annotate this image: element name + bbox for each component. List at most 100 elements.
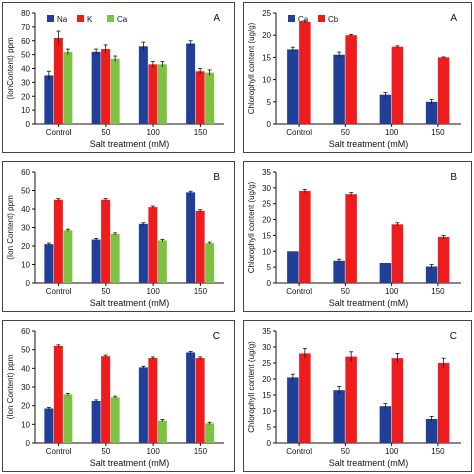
bar <box>53 199 63 283</box>
x-tick-label: Control <box>286 287 312 296</box>
bar <box>110 58 120 124</box>
bar <box>333 54 345 124</box>
bar <box>138 46 148 124</box>
legend-label: K <box>87 15 93 24</box>
bar <box>186 43 196 124</box>
y-tick-label: 20 <box>262 375 271 384</box>
bar <box>63 394 73 443</box>
y-tick-label: 35 <box>262 327 271 336</box>
bar <box>110 233 120 283</box>
bar <box>205 243 215 283</box>
x-axis-label: Salt treatment (mM) <box>90 458 170 468</box>
panel-letter: A <box>450 13 457 24</box>
bar <box>148 64 158 124</box>
bar <box>138 223 148 283</box>
bar <box>110 397 120 443</box>
y-tick-label: 20 <box>262 216 271 225</box>
y-tick-label: 25 <box>262 200 271 209</box>
y-tick-label: 20 <box>21 92 30 101</box>
bar <box>101 49 111 125</box>
y-axis-label: (Ion Content) ppm <box>6 354 15 419</box>
y-tick-label: 40 <box>21 65 30 74</box>
legend-swatch <box>107 15 114 22</box>
y-tick-label: 10 <box>21 420 30 429</box>
bar <box>437 237 450 283</box>
x-tick-label: 150 <box>194 128 208 137</box>
bar <box>195 210 205 283</box>
panel-chlorophyll-a: 0 5 10 15 20 25 Chlorophyll content (ug/g) Salt… <box>243 2 472 153</box>
bar <box>101 356 111 443</box>
bar <box>63 51 73 124</box>
x-tick-label: 100 <box>146 287 160 296</box>
bar <box>138 367 148 443</box>
y-tick-label: 60 <box>21 168 30 177</box>
bar <box>186 192 196 283</box>
chart-svg: 0 5 10 15 20 25 30 35 Chlorophyll content (ug/g)… <box>247 327 461 468</box>
bar <box>186 352 196 443</box>
bar <box>53 345 63 443</box>
bar <box>157 420 167 443</box>
y-tick-label: 50 <box>21 346 30 355</box>
x-tick-label: Control <box>286 128 312 137</box>
y-tick-label: 10 <box>21 261 30 270</box>
x-tick-label: 150 <box>431 447 445 456</box>
bar <box>425 419 438 443</box>
y-tick-label: 10 <box>262 247 271 256</box>
bar <box>205 423 215 443</box>
y-tick-label: 0 <box>267 439 272 448</box>
panel-ion-a: 0 10 20 30 40 50 60 70 80 (IonContent) ppm Salt tr… <box>2 2 235 153</box>
bar <box>91 239 101 283</box>
y-axis-label: Chlorophyll content (ug/g) <box>247 22 256 114</box>
y-tick-label: 10 <box>262 76 271 85</box>
y-axis-label: (Ion Content) ppm <box>6 195 15 260</box>
x-tick-label: 50 <box>341 287 350 296</box>
bar <box>345 356 357 443</box>
panel-letter: C <box>450 331 457 342</box>
y-tick-label: 15 <box>262 391 271 400</box>
y-tick-label: 60 <box>21 327 30 336</box>
bar <box>157 64 167 124</box>
panel-chlorophyll-b: 0 5 10 15 20 25 30 35 Chlorophyll content (ug/g)… <box>243 161 472 312</box>
y-tick-label: 35 <box>262 168 271 177</box>
y-tick-label: 5 <box>267 98 272 107</box>
x-axis-label: Salt treatment (mM) <box>90 139 170 149</box>
y-tick-label: 20 <box>262 31 271 40</box>
y-tick-label: 50 <box>21 187 30 196</box>
panel-ion-c: 0 10 20 30 40 50 60 (Ion Content) ppm Salt treat… <box>2 320 235 472</box>
x-tick-label: Control <box>46 287 72 296</box>
x-tick-label: Control <box>286 447 312 456</box>
y-tick-label: 15 <box>262 231 271 240</box>
chart-svg: 0 5 10 15 20 25 30 35 Chlorophyll content (ug/g)… <box>247 168 461 308</box>
x-tick-label: 150 <box>194 447 208 456</box>
bar <box>379 94 392 124</box>
legend-label: Ca <box>117 15 128 24</box>
chart-svg: 0 10 20 30 40 50 60 70 80 (IonContent) ppm Salt tr… <box>6 9 224 149</box>
x-tick-label: Control <box>46 447 72 456</box>
bar <box>299 21 311 125</box>
bar <box>44 408 54 443</box>
y-tick-label: 5 <box>267 263 272 272</box>
y-axis-label: (IonContent) ppm <box>6 37 15 100</box>
panel-chlorophyll-c: 0 5 10 15 20 25 30 35 Chlorophyll content (ug/g)… <box>243 320 472 472</box>
panel-ion-b: 0 10 20 30 40 50 60 (Ion Content) ppm Salt treat… <box>2 161 235 312</box>
bar <box>53 37 63 124</box>
bar <box>379 263 392 283</box>
y-tick-label: 0 <box>26 439 31 448</box>
x-tick-label: 100 <box>385 128 399 137</box>
legend-label: Cb <box>328 15 339 24</box>
y-tick-label: 60 <box>21 37 30 46</box>
bar <box>148 358 158 443</box>
x-axis-label: Salt treatment (mM) <box>329 298 409 308</box>
y-tick-label: 30 <box>262 343 271 352</box>
legend-swatch <box>77 15 84 22</box>
bar <box>91 401 101 443</box>
bar <box>44 75 54 124</box>
legend-label: Ca <box>298 15 309 24</box>
bar <box>91 51 101 124</box>
chart-svg: 0 10 20 30 40 50 60 (Ion Content) ppm Salt treat… <box>6 168 224 308</box>
legend-swatch <box>47 15 54 22</box>
x-axis-label: Salt treatment (mM) <box>329 139 409 149</box>
bar <box>287 377 299 443</box>
x-tick-label: Control <box>46 128 72 137</box>
x-tick-label: 50 <box>341 447 350 456</box>
